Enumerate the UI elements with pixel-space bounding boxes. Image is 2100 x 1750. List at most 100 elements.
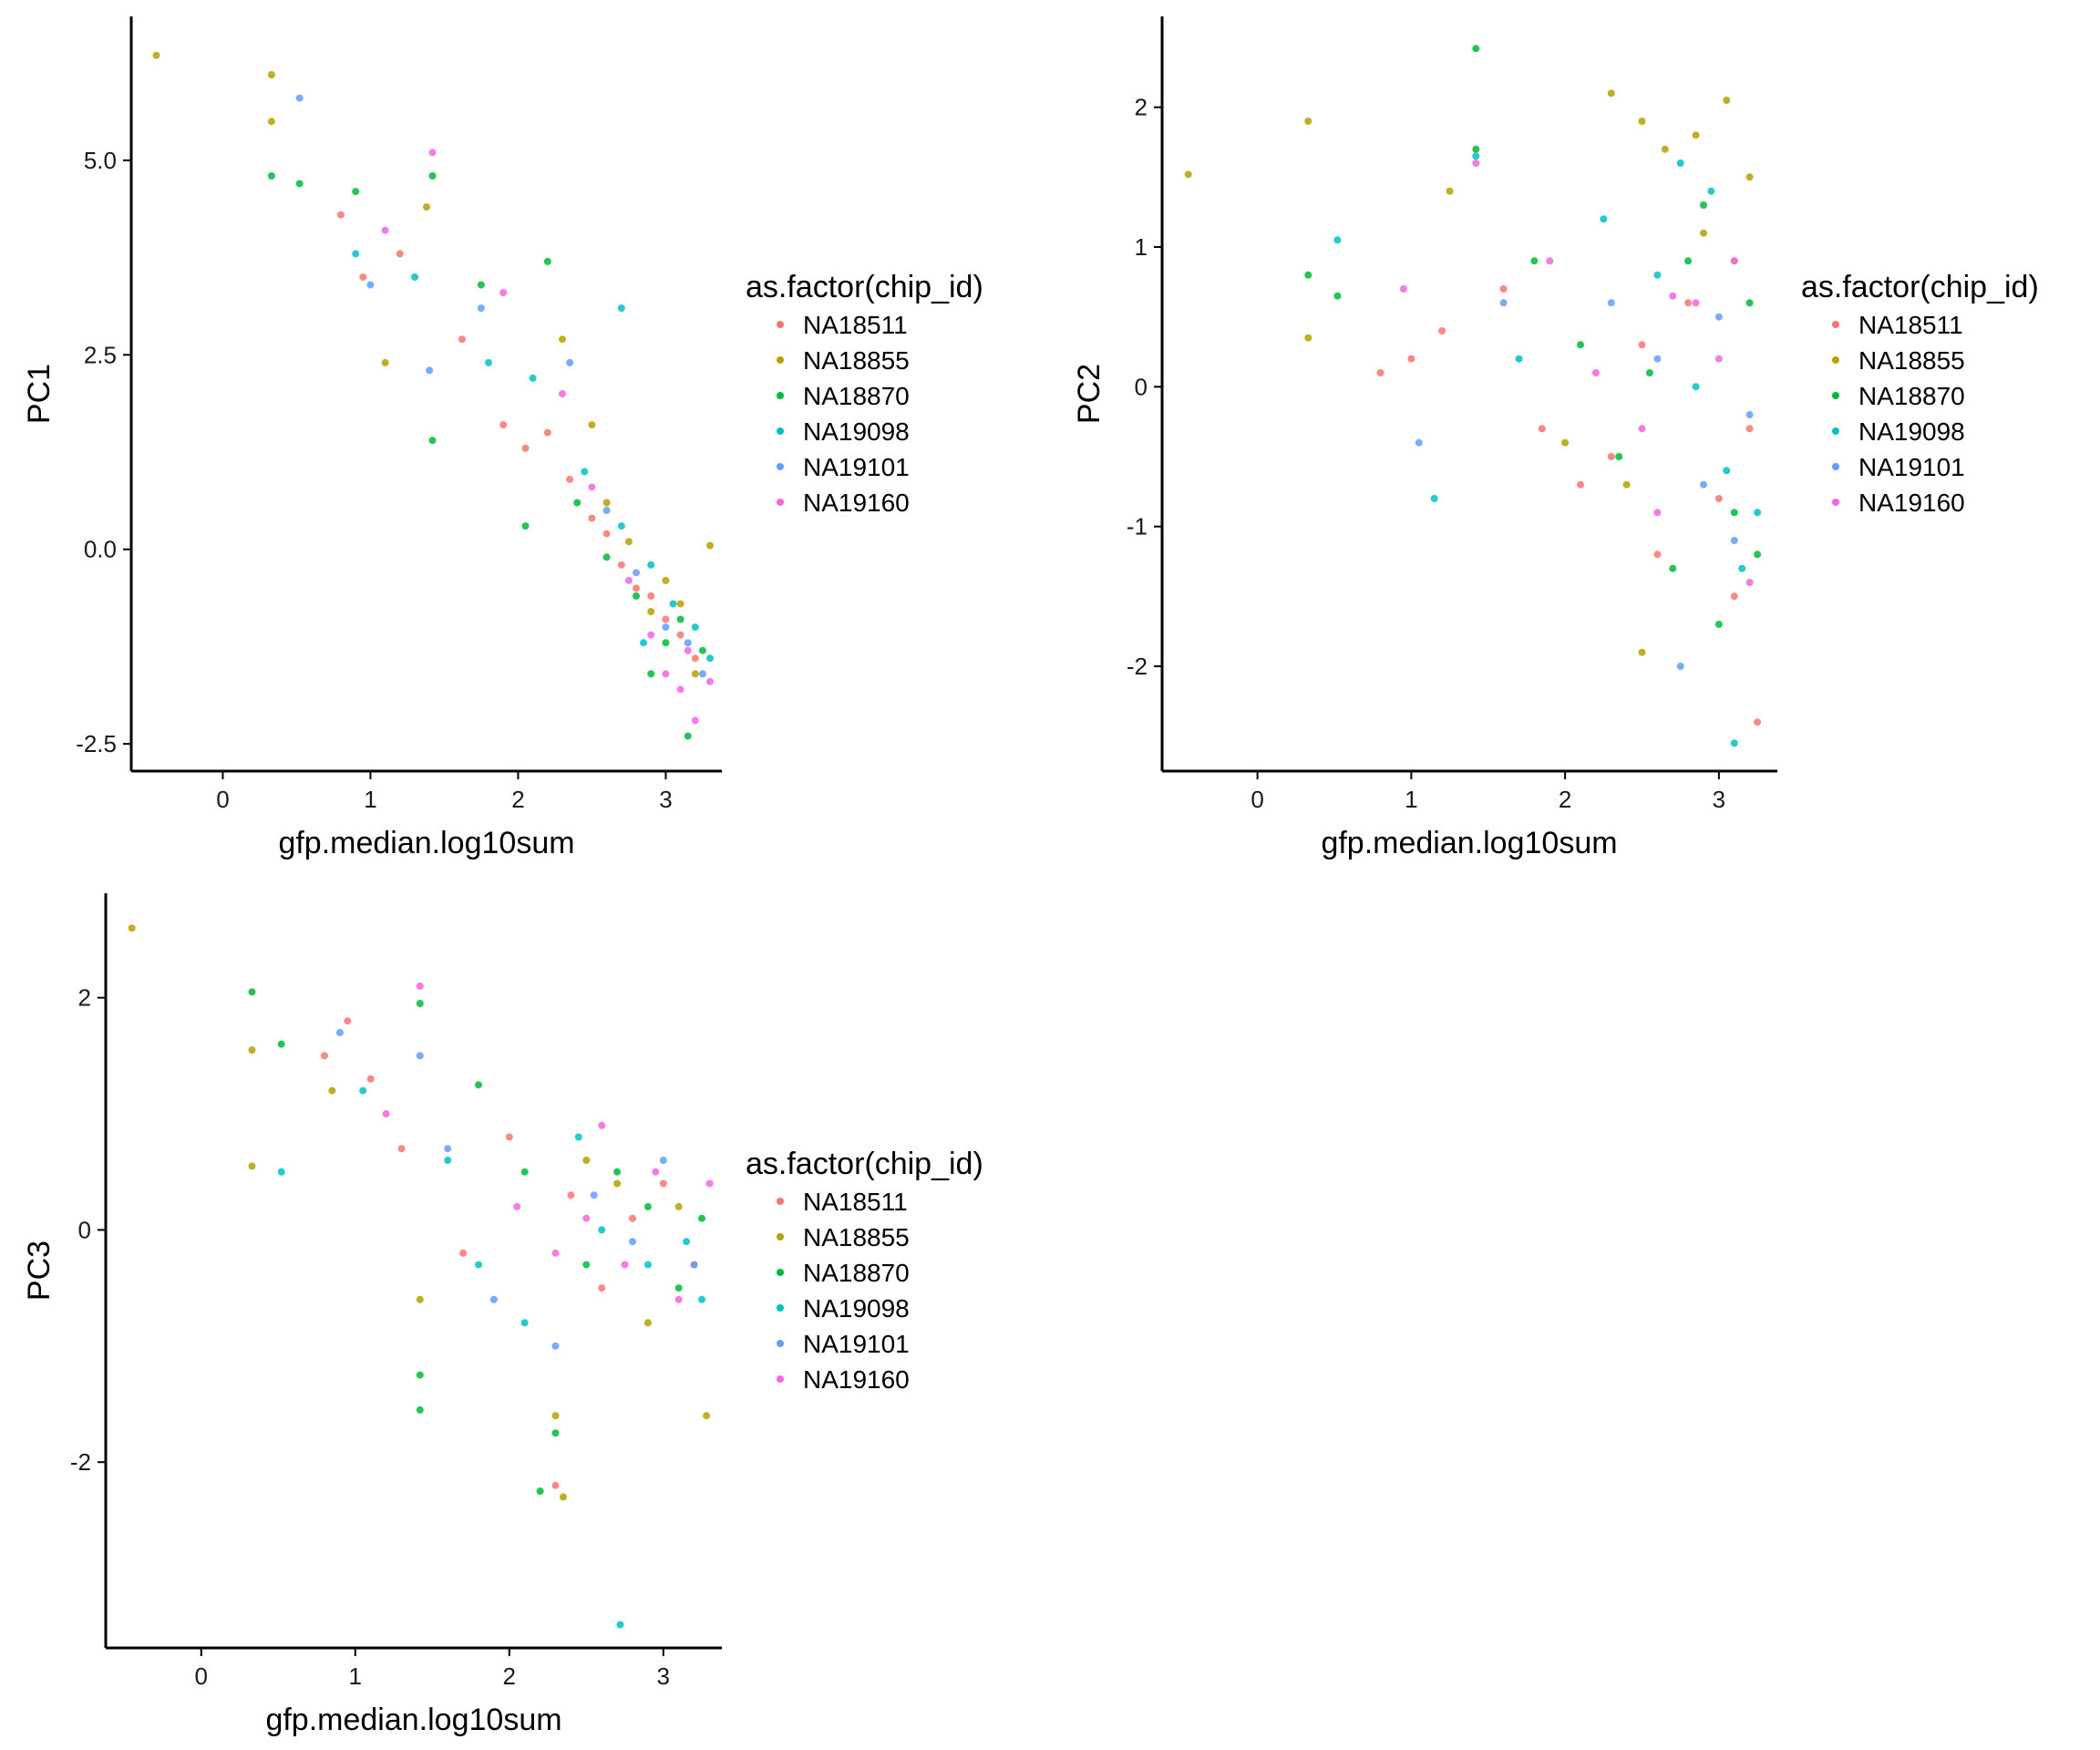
pc3-point-na18511-8 (598, 1284, 606, 1292)
pc2-point-na18855-2 (1304, 334, 1312, 342)
pc1-point-na18511-14 (676, 631, 685, 639)
pc1-point-na18511-15 (691, 654, 699, 663)
pc1-legend: as.factor(chip_id) NA18511 NA18855 NA188… (746, 270, 983, 517)
pc2-legend-key-na18870 (1832, 392, 1839, 399)
pc2-point-na19098-6 (1676, 160, 1684, 167)
pc3-point-na18855-10 (703, 1412, 711, 1420)
pc3-point-na19101-7 (659, 1157, 667, 1164)
pc3-point-na18855-6 (559, 1493, 567, 1501)
pc1-point-na18870-12 (684, 732, 692, 740)
pc3-points (128, 924, 714, 1629)
pc2-point-na18511-12 (1754, 718, 1762, 726)
pc2-y-tick-label-4: 2 (1135, 94, 1148, 121)
pc3-point-na19101-3 (489, 1295, 498, 1303)
pc3-legend-key-na18511 (777, 1198, 784, 1205)
pc1-point-na18511-1 (359, 273, 367, 281)
pc1-point-na19098-5 (581, 468, 589, 476)
pc3-point-na18511-2 (366, 1075, 375, 1083)
pc2-point-na19160-3 (1591, 369, 1600, 376)
pc1-point-na19101-2 (426, 366, 434, 375)
pc3-point-na19160-6 (652, 1168, 660, 1176)
pc2-x-tick-label-1: 1 (1405, 786, 1417, 813)
pc1-legend-label-na19098: NA19098 (803, 417, 910, 446)
pc1-point-na19160-6 (647, 631, 655, 639)
pc1-legend-label-na19101: NA19101 (803, 453, 910, 481)
pc2-point-na19098-8 (1730, 739, 1738, 747)
pc2-point-na19101-1 (1499, 299, 1508, 307)
pc1-point-na19098-6 (617, 522, 625, 530)
pc2-point-na19101-4 (1676, 663, 1684, 670)
pc2-point-na18870-12 (1745, 299, 1754, 307)
pc2-point-na19098-9 (1723, 467, 1731, 475)
pc2-point-na19098-11 (1692, 383, 1700, 391)
pc2-y-tick-label-1: -1 (1127, 513, 1148, 540)
pc3-point-na19101-5 (590, 1191, 598, 1199)
pc3-point-na18870-1 (277, 1040, 285, 1048)
pc1-point-na19160-9 (691, 716, 699, 725)
pc1-legend-key-na19160 (777, 499, 784, 506)
pc2-y-tick-label-0: -2 (1127, 653, 1148, 680)
pc3-x-tick-label-2: 2 (503, 1662, 516, 1690)
pc3-point-na18855-1 (248, 1046, 256, 1054)
pc3-legend-key-na19101 (777, 1340, 784, 1347)
pc3-point-na18855-7 (582, 1157, 591, 1164)
pc1-y-tick-label-0: -2.5 (76, 730, 117, 757)
pc3-point-na18855-5 (551, 1412, 560, 1420)
pc2-point-na19101-3 (1653, 355, 1662, 363)
pc3-point-na19160-8 (705, 1179, 714, 1188)
pc2-legend-label-na19098: NA19098 (1858, 417, 1965, 446)
pc2-point-na18511-11 (1730, 592, 1738, 601)
pc2-point-na18855-9 (1723, 97, 1731, 104)
pc1-point-na19101-5 (602, 507, 611, 514)
pc3-legend-key-na19098 (777, 1304, 784, 1312)
pc3-point-na18870-10 (643, 1202, 652, 1210)
pc1-x-tick-label-1: 1 (364, 786, 376, 813)
pc3-point-na18511-6 (551, 1481, 560, 1489)
pc3-point-na19098-4 (520, 1319, 529, 1327)
pc1-point-na18855-1 (267, 71, 275, 78)
pc1-points (152, 51, 714, 740)
pc3-legend-label-na18511: NA18511 (803, 1188, 908, 1216)
pc3-point-na19160-5 (621, 1261, 629, 1269)
pc3-point-na19160-9 (598, 1121, 606, 1129)
pc2-point-na19160-4 (1638, 425, 1646, 433)
pc1-point-na18855-8 (624, 538, 633, 546)
pc3-y-tick-label-0: -2 (70, 1448, 91, 1476)
pc1-point-na18855-13 (647, 608, 655, 615)
pc3-point-na18870-13 (536, 1488, 544, 1495)
pc1-point-na19160-1 (381, 226, 389, 234)
pc1-point-na18855-6 (588, 421, 596, 429)
pc3-point-na19160-0 (416, 982, 424, 990)
pc3-legend-label-na18870: NA18870 (803, 1259, 910, 1287)
pc3-point-na18855-8 (643, 1319, 652, 1327)
pc1-point-na19160-5 (624, 576, 633, 584)
pc2-point-na18870-6 (1615, 453, 1623, 460)
pc1-point-na18870-14 (647, 670, 655, 678)
pc2-point-na18511-3 (1499, 285, 1508, 293)
pc2-point-na18870-10 (1730, 509, 1738, 517)
pc1-x-tick-label-3: 3 (659, 786, 672, 813)
pc2-legend-key-na19101 (1832, 463, 1839, 470)
pc1-point-na18870-1 (295, 180, 304, 188)
pc3-point-na19098-10 (698, 1295, 705, 1303)
pc3-point-na19101-8 (690, 1261, 698, 1269)
pc3-point-na19101-4 (551, 1342, 560, 1350)
pc2-point-na18870-4 (1530, 257, 1539, 265)
pc3-legend: as.factor(chip_id) NA18511 NA18855 NA188… (746, 1147, 983, 1394)
pc1-point-na18855-3 (423, 203, 430, 211)
pc3-point-na18870-2 (416, 1000, 424, 1007)
pc2-legend: as.factor(chip_id) NA18511 NA18855 NA188… (1801, 270, 2039, 517)
pc1-point-na19160-7 (662, 670, 670, 678)
pc1-point-na19098-3 (529, 374, 537, 382)
pc3-point-na19160-1 (382, 1110, 390, 1117)
pc3-point-na19101-6 (629, 1238, 636, 1246)
pc1-point-na18855-12 (691, 670, 699, 678)
pc1-point-na18511-6 (543, 428, 551, 437)
pc1-point-na18855-0 (152, 51, 160, 59)
pc1-point-na18870-8 (573, 499, 582, 507)
pc2-point-na18511-6 (1607, 453, 1615, 460)
pc2-point-na18855-11 (1638, 648, 1646, 656)
pc1-point-na18870-11 (662, 639, 670, 647)
pc1-point-na18511-7 (566, 475, 574, 483)
pc2-point-na18511-10 (1714, 495, 1723, 502)
